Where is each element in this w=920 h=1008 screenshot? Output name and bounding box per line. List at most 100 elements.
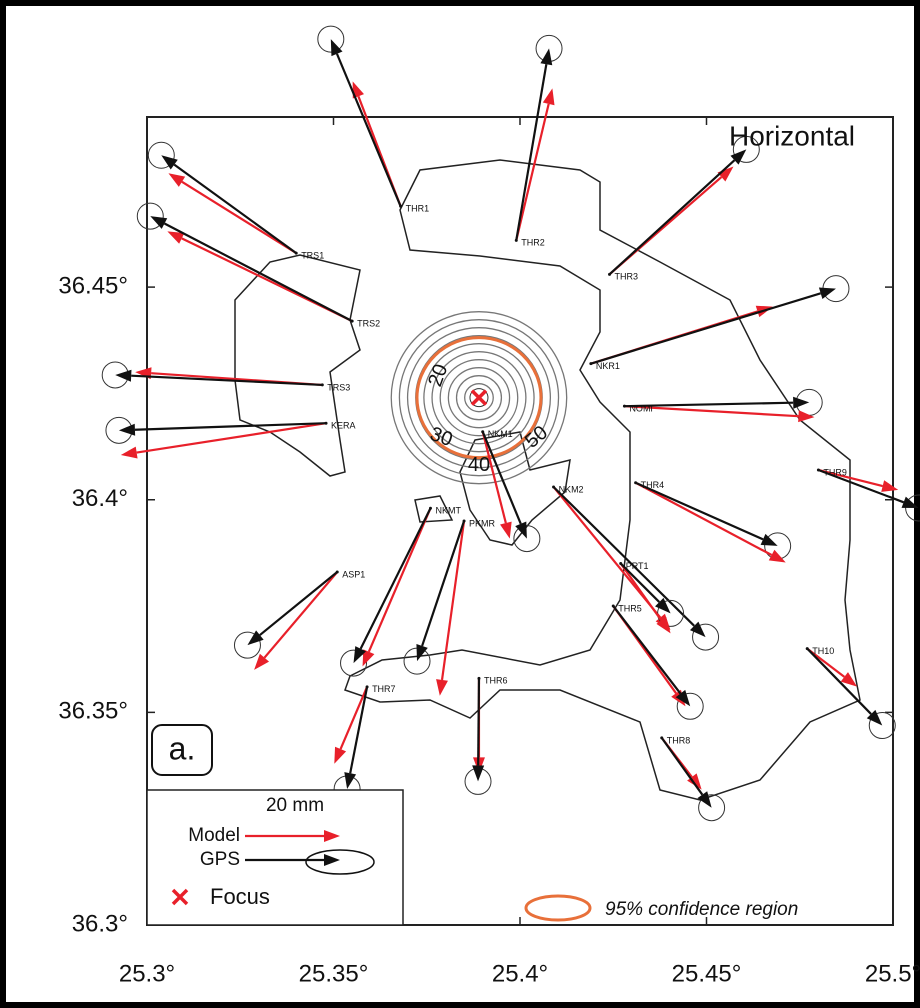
legend-model: Model — [188, 825, 240, 846]
model-vector-head — [840, 672, 858, 687]
ticks: 25.3° 25.35° 25.4° 25.45° 25.5° 36.3° 36.35° 36… — [58, 117, 920, 987]
station-label: THR6 — [484, 676, 508, 686]
model-vector-head — [542, 88, 555, 106]
station-label: NKR1 — [596, 361, 620, 371]
error-circle — [136, 202, 164, 230]
station — [514, 238, 518, 242]
gps-vector-head — [901, 496, 919, 508]
model-vector-shaft — [481, 431, 507, 524]
station — [365, 685, 369, 689]
station-label: THR3 — [615, 272, 639, 282]
gps-vector-shaft — [131, 374, 323, 387]
gps-vector-shaft — [515, 64, 548, 241]
therasia — [234, 254, 361, 477]
gps-vector-head — [472, 765, 485, 782]
legend-model-arrow-head — [324, 830, 340, 842]
gps-vector-head — [818, 287, 836, 300]
gps-vector-shaft — [612, 605, 682, 695]
confidence-region — [415, 336, 543, 460]
model-vector — [168, 173, 297, 255]
error-circle — [147, 141, 175, 169]
station — [816, 468, 820, 472]
contour-label: 40 — [468, 454, 490, 476]
model-vector — [254, 571, 339, 670]
error-circle — [340, 649, 368, 677]
gps-vector-head — [515, 521, 527, 539]
station — [589, 362, 593, 366]
gps-vector-head — [353, 646, 367, 664]
model-vector — [481, 431, 512, 539]
station-label: THR2 — [521, 238, 545, 248]
station-label: TRS2 — [357, 319, 380, 329]
palea-kameni — [414, 495, 454, 523]
station-label: THR7 — [372, 684, 396, 694]
background — [6, 6, 914, 1002]
legend-focus: Focus — [210, 884, 270, 909]
station — [805, 647, 809, 651]
station-label: THR1 — [406, 204, 430, 214]
gps-vector-head — [118, 423, 136, 436]
legend-focus-mark — [171, 888, 189, 906]
station-label: NKM2 — [559, 484, 584, 494]
legend: 20 mm Model GPS Focus 95% confidence reg… — [171, 795, 798, 922]
model-vector-shaft — [136, 422, 327, 454]
gps-vector — [416, 520, 466, 662]
legend-gps-arrow — [245, 854, 340, 866]
error-circle — [692, 623, 720, 651]
gps-vector-head — [730, 149, 747, 165]
model-vector-head — [352, 81, 365, 99]
gps-vector-shaft — [359, 507, 432, 650]
gps-vector-shaft — [806, 647, 872, 715]
model-vector-shaft — [806, 647, 846, 678]
y-tick-label: 36.4° — [72, 485, 128, 512]
gps-vector-shaft — [552, 486, 695, 627]
focus — [470, 389, 488, 406]
station-label: THR4 — [641, 480, 665, 490]
x-tick-label: 25.45° — [672, 960, 742, 987]
model-vector-head — [436, 679, 448, 696]
station-label: NKMT — [435, 506, 461, 516]
station — [399, 204, 403, 208]
gps-vector-shaft — [818, 468, 905, 504]
station — [335, 570, 339, 574]
contour — [390, 311, 568, 485]
legend-confidence: 95% confidence region — [605, 899, 798, 920]
legend-scale: 20 mm — [266, 795, 324, 816]
model-vector — [436, 520, 466, 696]
gps-vector — [118, 422, 327, 436]
gps-vector — [161, 155, 297, 254]
station — [619, 562, 623, 566]
nea-kameni — [459, 431, 571, 546]
model-vector-shaft — [181, 180, 297, 255]
gps-vector-shaft — [259, 571, 338, 636]
error-circle — [676, 692, 704, 720]
station — [481, 430, 485, 434]
model-vector-shaft — [635, 481, 773, 556]
station — [462, 519, 466, 523]
gps-vector-shaft — [421, 520, 466, 647]
gps-vector-shaft — [590, 292, 821, 365]
panel-box — [151, 724, 213, 776]
model-vector-head — [500, 521, 512, 539]
gps-vector-shaft — [173, 163, 297, 254]
model-vector-head — [254, 653, 270, 670]
station — [477, 676, 481, 680]
station-label: PRT1 — [626, 561, 649, 571]
gps-vector — [115, 369, 323, 387]
station-label: THR9 — [823, 467, 847, 477]
gps-vector-head — [416, 644, 428, 662]
y-tick-label: 36.35° — [58, 698, 128, 725]
model-vector-head — [881, 480, 899, 492]
error-circle — [317, 25, 345, 53]
contour — [464, 383, 494, 413]
model-vector-head — [717, 166, 734, 182]
station — [552, 485, 556, 489]
contour — [455, 375, 503, 421]
legend-model-arrow — [245, 830, 340, 842]
y-tick-label: 36.45° — [58, 272, 128, 299]
gps-vector — [247, 571, 338, 646]
gps-vector-shaft — [608, 159, 736, 276]
gps-vector-head — [150, 216, 168, 229]
